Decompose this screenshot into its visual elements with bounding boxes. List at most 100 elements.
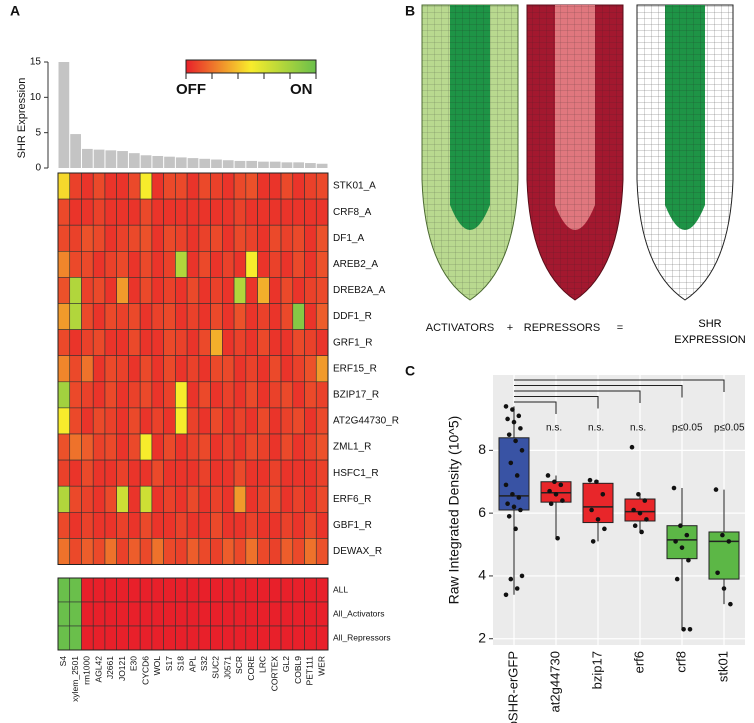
heatmap-cell: [210, 625, 223, 651]
data-point: [728, 601, 733, 607]
heatmap-cell: [198, 625, 211, 651]
heatmap-cell: [175, 577, 188, 603]
x-tick-label: J0571: [222, 656, 232, 679]
significance-bracket: [514, 396, 599, 409]
heatmap-cell: [69, 224, 82, 252]
heatmap-cell: [210, 511, 223, 539]
heatmap-cell: [304, 485, 317, 513]
heatmap-cell: [315, 511, 329, 539]
heatmap-cell: [163, 433, 176, 461]
heatmap-cell: [304, 511, 317, 539]
heatmap-cell: [315, 407, 329, 435]
heatmap-cell: [128, 224, 141, 252]
data-point: [636, 492, 641, 497]
heatmap-cell: [257, 329, 270, 357]
data-point: [552, 479, 557, 485]
heatmap-cell: [222, 355, 235, 383]
heatmap-cell: [69, 355, 82, 383]
heatmap-cell: [163, 577, 176, 603]
heatmap-cell: [175, 277, 188, 304]
heatmap-cell: [163, 381, 176, 409]
data-point: [602, 526, 607, 532]
heatmap-cell: [198, 577, 211, 603]
heatmap-cell: [163, 511, 176, 539]
heatmap-cell: [57, 251, 71, 278]
heatmap-cell: [304, 538, 317, 565]
heatmap-cell: [186, 625, 200, 651]
heatmap-cell: [57, 172, 71, 200]
heatmap-cell: [315, 277, 329, 304]
heatmap-cell: [69, 172, 82, 200]
data-point: [519, 573, 525, 579]
heatmap-cell: [222, 172, 235, 200]
heatmap-cell: [104, 433, 117, 461]
heatmap-cell: [104, 303, 117, 330]
heatmap-cell: [92, 577, 106, 603]
heatmap-cell: [257, 625, 270, 651]
x-tick-label: S32: [199, 656, 209, 671]
x-tick-label: bzip17: [589, 651, 604, 689]
y-tick-label: 0: [35, 163, 41, 174]
heatmap-cell: [175, 433, 188, 461]
heatmap-cell: [245, 355, 258, 383]
data-point: [519, 448, 525, 453]
data-point: [506, 432, 512, 437]
heatmap-cell: [222, 485, 235, 513]
heatmap-cell: [139, 251, 153, 278]
data-point: [595, 517, 601, 522]
heatmap-cell: [92, 485, 106, 513]
heatmap-cell: [269, 277, 282, 304]
data-point: [511, 504, 517, 510]
heatmap-cell: [257, 459, 270, 487]
heatmap-cell: [69, 251, 82, 278]
heatmap-cell: [233, 355, 247, 383]
data-point: [508, 576, 514, 582]
heatmap-cell: [128, 625, 141, 651]
heatmap-cell: [292, 433, 305, 461]
significance-label: n.s.: [546, 423, 562, 434]
x-tick-label: J2661: [105, 656, 115, 679]
data-point: [545, 473, 551, 478]
data-point: [726, 539, 732, 544]
heatmap-cell: [69, 277, 82, 304]
root-repressors: [526, 4, 624, 301]
bar: [269, 161, 281, 168]
heatmap-cell: [69, 381, 82, 409]
heatmap-cell: [210, 381, 223, 409]
heatmap-cell: [104, 407, 117, 435]
heatmap-cell: [280, 277, 294, 304]
x-tick-label: at2g44730: [547, 651, 562, 712]
y-axis-label: SHR Expression: [16, 78, 28, 159]
heatmap-cell: [57, 601, 71, 627]
diagram-label: REPRESSORS: [524, 322, 600, 334]
heatmap-cell: [280, 224, 294, 252]
heatmap-cell: [198, 381, 211, 409]
heatmap-cell: [304, 459, 317, 487]
heatmap-cell: [222, 224, 235, 252]
heatmap-cell: [304, 433, 317, 461]
heatmap-cell: [128, 485, 141, 513]
heatmap-cell: [292, 601, 305, 627]
heatmap-cell: [81, 538, 94, 565]
heatmap-cell: [116, 329, 129, 357]
heatmap-cell: [315, 538, 329, 565]
heatmap-cell: [315, 198, 329, 226]
x-tick-label: CORE: [246, 656, 256, 681]
heatmap-cell: [151, 459, 164, 487]
data-point: [642, 498, 648, 503]
heatmap-cell: [257, 355, 270, 383]
heatmap-cell: [245, 251, 258, 278]
bar: [246, 160, 258, 168]
data-point: [548, 501, 554, 507]
heatmap-cell: [304, 251, 317, 278]
heatmap-cell: [139, 459, 153, 487]
heatmap-cell: [280, 251, 294, 278]
heatmap-cell: [104, 601, 117, 627]
heatmap-cell: [57, 511, 71, 539]
heatmap-cell: [245, 172, 258, 200]
heatmap-cell: [116, 198, 129, 226]
heatmap-cell: [292, 485, 305, 513]
data-point: [510, 492, 515, 497]
heatmap-cell: [69, 485, 82, 513]
heatmap-cell: [163, 198, 176, 226]
